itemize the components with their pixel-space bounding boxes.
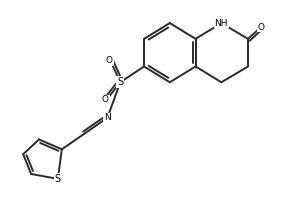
Text: O: O (102, 96, 109, 104)
Text: S: S (117, 77, 123, 87)
Text: O: O (257, 23, 265, 32)
Text: O: O (106, 56, 113, 65)
Text: S: S (55, 174, 61, 184)
Text: N: N (104, 113, 111, 122)
Text: NH: NH (214, 19, 228, 28)
